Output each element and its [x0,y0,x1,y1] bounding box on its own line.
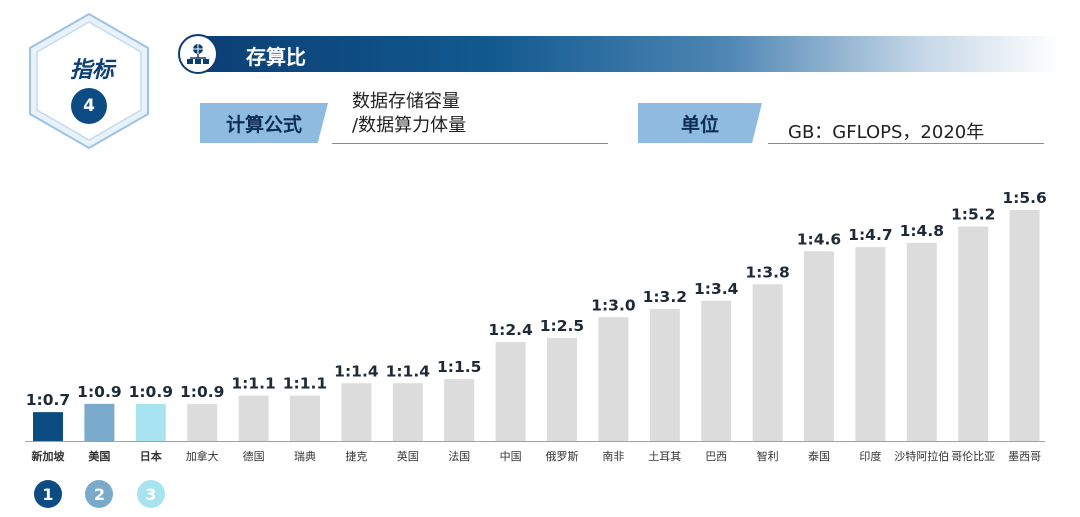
data-label-4: 1:0.9 [180,383,224,401]
formula-tag: 计算公式 [200,103,328,143]
bar-13 [649,309,680,441]
bar-5 [238,395,269,441]
category-label-15: 智利 [757,449,779,463]
bar-9 [444,379,475,441]
data-label-12: 1:3.0 [591,296,636,314]
category-label-18: 沙特阿拉伯 [894,449,949,463]
category-label-14: 巴西 [705,450,727,463]
bar-16 [804,251,834,441]
category-label-2: 美国 [88,449,110,463]
data-label-1: 1:0.7 [26,391,70,409]
data-label-20: 1:5.6 [1002,189,1046,207]
bar-4 [187,403,218,441]
category-label-8: 英国 [397,449,419,463]
data-label-16: 1:4.6 [797,230,841,248]
rank-badge-3: 3 [136,480,165,508]
bar-17 [855,247,886,441]
data-label-8: 1:1.4 [386,362,431,380]
bar-1 [33,412,63,441]
data-label-15: 1:3.8 [745,263,789,281]
bar-7 [341,383,372,441]
category-label-10: 中国 [500,450,522,463]
bar-19 [958,226,989,441]
category-label-6: 瑞典 [294,449,316,463]
indicator-number: 4 [71,88,107,124]
data-label-2: 1:0.9 [77,383,121,401]
bar-12 [598,317,629,441]
bar-6 [290,395,320,441]
header-bar [180,36,1060,72]
indicator-label: 指标 [69,58,114,83]
bar-3 [135,403,166,441]
bar-18 [906,243,937,441]
formula-text: 数据存储容量 /数据算力体量 [352,90,466,138]
data-label-3: 1:0.9 [129,383,173,401]
category-label-16: 泰国 [808,449,830,463]
server-network-icon [178,34,218,74]
category-label-12: 南非 [602,450,624,463]
formula-line-2: /数据算力体量 [352,115,467,136]
bar-11 [547,337,577,441]
category-label-20: 墨西哥 [1008,450,1041,463]
data-label-7: 1:1.4 [334,362,379,380]
data-label-6: 1:1.1 [283,375,327,393]
bar-14 [701,300,732,441]
data-label-18: 1:4.8 [900,222,944,240]
rank-badge-2: 2 [85,480,114,508]
data-label-19: 1:5.2 [951,206,995,224]
category-label-7: 捷克 [345,449,367,463]
category-label-1: 新加坡 [32,449,66,463]
unit-value: GB：GFLOPS，2020年 [788,122,985,143]
category-label-17: 印度 [859,449,881,463]
indicator-hexagon [29,12,149,150]
formula-line-1: 数据存储容量 [352,91,460,112]
category-label-11: 俄罗斯 [546,450,579,463]
formula-underline [332,143,608,144]
data-label-17: 1:4.7 [848,226,892,244]
data-label-14: 1:3.4 [694,280,739,298]
category-label-3: 日本 [140,449,162,463]
header-title: 存算比 [246,45,306,69]
category-label-9: 法国 [448,449,470,463]
data-label-11: 1:2.5 [540,317,584,335]
bar-15 [752,284,783,441]
unit-underline [768,143,1044,144]
bar-8 [392,383,423,441]
unit-tag: 单位 [638,103,762,143]
category-label-13: 土耳其 [648,450,681,463]
data-label-10: 1:2.4 [488,321,533,339]
bar-2 [84,403,115,441]
rank-badge-1: 1 [34,480,62,508]
bar-20 [1009,210,1040,441]
data-label-13: 1:3.2 [643,288,687,306]
category-label-4: 加拿大 [186,449,219,463]
bar-10 [495,342,526,441]
data-label-5: 1:1.1 [231,375,275,393]
category-label-5: 德国 [243,449,265,463]
data-label-9: 1:1.5 [437,358,481,376]
category-label-19: 哥伦比亚 [951,449,995,463]
